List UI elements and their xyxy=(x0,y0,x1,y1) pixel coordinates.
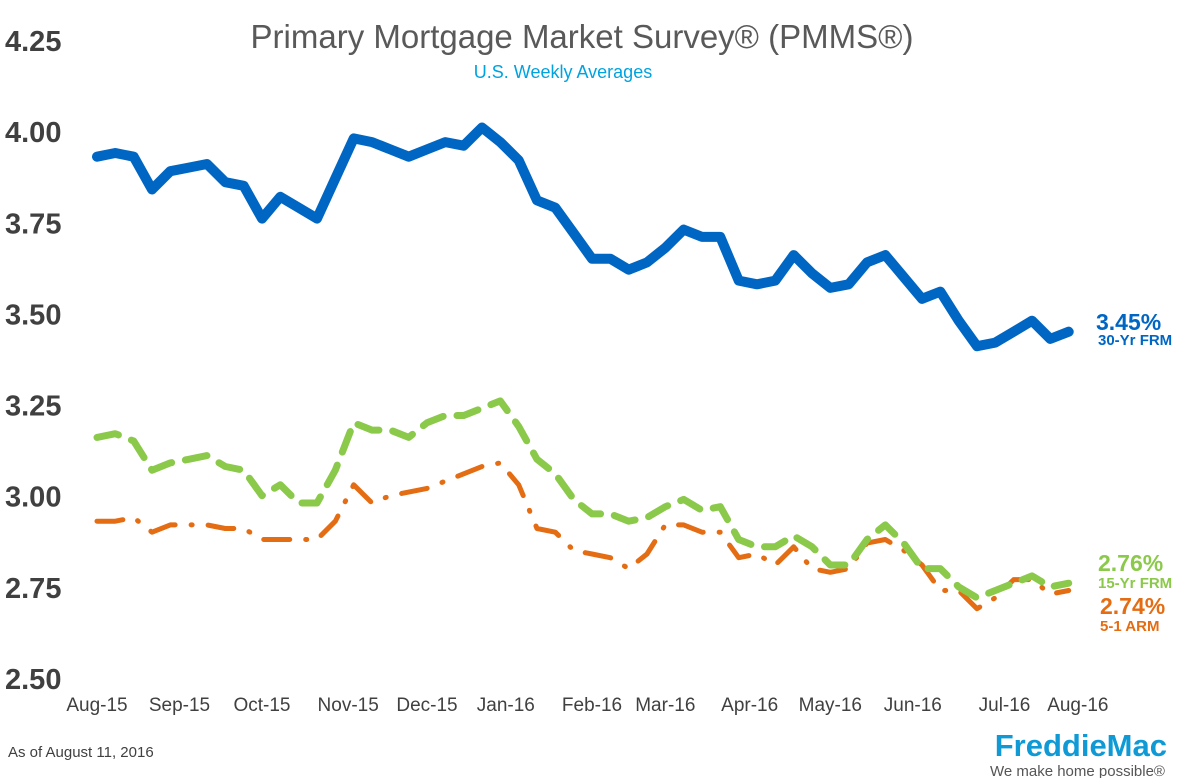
x-tick-label: Aug-16 xyxy=(1047,695,1108,716)
y-axis-ticks: 4.25 4.00 3.75 3.50 3.25 3.00 2.75 2.50 xyxy=(5,26,61,696)
y-tick-label: 2.50 xyxy=(5,664,61,696)
series-line-15-yr-frm xyxy=(93,397,1073,602)
y-tick-label: 4.00 xyxy=(5,117,61,149)
y-tick-label: 3.00 xyxy=(5,482,61,514)
x-tick-label: Aug-15 xyxy=(66,695,127,716)
x-tick-label: Dec-15 xyxy=(396,695,457,716)
chart-title: Primary Mortgage Market Survey® (PMMS®) xyxy=(251,18,914,55)
end-series-name: 30-Yr FRM xyxy=(1098,332,1172,349)
end-value-label: 2.76% xyxy=(1098,550,1163,576)
end-series-name: 15-Yr FRM xyxy=(1098,575,1172,592)
end-value-label: 2.74% xyxy=(1100,593,1165,619)
as-of-date: As of August 11, 2016 xyxy=(8,744,154,761)
x-axis-ticks: Aug-15 Sep-15 Oct-15 Nov-15 Dec-15 Jan-16 Feb-… xyxy=(66,695,1108,716)
x-tick-label: May-16 xyxy=(799,695,862,716)
series-line-5-1-arm xyxy=(94,460,1072,612)
logo-wordmark: FreddieMac xyxy=(995,728,1167,763)
x-tick-label: Nov-15 xyxy=(318,695,379,716)
x-tick-label: Oct-15 xyxy=(233,695,290,716)
x-tick-label: Mar-16 xyxy=(635,695,695,716)
y-tick-label: 2.75 xyxy=(5,573,61,605)
x-tick-label: Jun-16 xyxy=(884,695,942,716)
chart-subtitle: U.S. Weekly Averages xyxy=(474,62,652,82)
x-tick-label: Sep-15 xyxy=(149,695,210,716)
logo-tagline: We make home possible® xyxy=(990,763,1165,778)
series-layer xyxy=(92,122,1074,612)
x-tick-label: Jul-16 xyxy=(979,695,1031,716)
x-tick-label: Jan-16 xyxy=(477,695,535,716)
y-tick-label: 3.25 xyxy=(5,391,61,423)
x-tick-label: Apr-16 xyxy=(721,695,778,716)
x-tick-label: Feb-16 xyxy=(562,695,622,716)
y-tick-label: 3.75 xyxy=(5,208,61,240)
freddie-mac-logo: FreddieMac We make home possible® xyxy=(990,728,1167,778)
y-tick-label: 4.25 xyxy=(5,26,61,58)
end-value-label: 3.45% xyxy=(1096,309,1161,335)
y-tick-label: 3.50 xyxy=(5,299,61,331)
series-line-30-yr-frm xyxy=(92,122,1074,352)
end-series-name: 5-1 ARM xyxy=(1100,618,1159,635)
